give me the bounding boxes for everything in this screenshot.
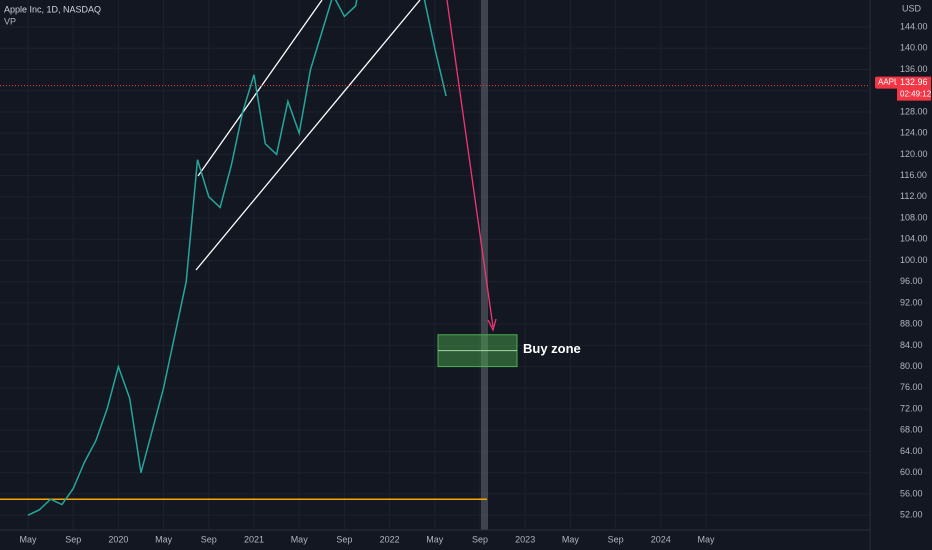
y-tick-label: 108.00 — [900, 212, 928, 222]
x-tick-label: 2023 — [515, 534, 535, 544]
arrow-head — [487, 318, 497, 332]
y-tick-label: 136.00 — [900, 64, 928, 74]
currency: USD — [902, 3, 922, 13]
x-tick-label: 2022 — [380, 534, 400, 544]
y-tick-label: 112.00 — [900, 191, 927, 201]
chart-title: Apple Inc, 1D, NASDAQ — [4, 4, 101, 14]
x-tick-label: May — [155, 534, 173, 544]
channel-line — [195, 0, 421, 271]
arrow — [446, 0, 494, 328]
y-tick-label: 64.00 — [900, 446, 923, 456]
y-tick-label: 104.00 — [900, 234, 928, 244]
y-tick-label: 128.00 — [900, 106, 928, 116]
x-tick-label: Sep — [472, 534, 488, 544]
x-tick-label: 2020 — [108, 534, 128, 544]
y-tick-label: 100.00 — [900, 255, 928, 265]
y-tick-label: 92.00 — [900, 297, 923, 307]
indicator: VP — [4, 16, 16, 26]
buy-zone-label: Buy zone — [523, 341, 581, 356]
y-tick-label: 52.00 — [900, 510, 923, 520]
x-tick-label: May — [291, 534, 309, 544]
channel-line — [197, 0, 323, 177]
x-tick-label: May — [426, 534, 444, 544]
x-tick-label: 2021 — [244, 534, 264, 544]
y-tick-label: 72.00 — [900, 403, 923, 413]
x-tick-label: May — [697, 534, 715, 544]
price-box — [897, 76, 931, 101]
y-tick-label: 124.00 — [900, 128, 928, 138]
y-tick-label: 88.00 — [900, 319, 923, 329]
x-tick-label: Sep — [336, 534, 352, 544]
x-tick-label: May — [562, 534, 580, 544]
symbol-tag: AAPL — [878, 78, 899, 87]
x-tick-label: Sep — [201, 534, 217, 544]
x-tick-label: May — [19, 534, 37, 544]
price-value: 132.96 — [900, 77, 928, 87]
y-tick-label: 56.00 — [900, 488, 923, 498]
y-tick-label: 144.00 — [900, 21, 928, 31]
y-tick-label: 76.00 — [900, 382, 923, 392]
y-tick-label: 60.00 — [900, 467, 923, 477]
price-line-series — [27, 0, 447, 516]
y-tick-label: 96.00 — [900, 276, 923, 286]
price-tag — [875, 76, 901, 89]
y-tick-label: 84.00 — [900, 340, 923, 350]
y-tick-label: 68.00 — [900, 425, 923, 435]
y-tick-label: 120.00 — [900, 149, 928, 159]
y-tick-label: 140.00 — [900, 43, 928, 53]
countdown: 02:49:12 — [900, 90, 932, 99]
y-tick-label: 80.00 — [900, 361, 923, 371]
x-tick-label: Sep — [608, 534, 624, 544]
x-tick-label: 2024 — [651, 534, 671, 544]
x-tick-label: Sep — [65, 534, 81, 544]
y-tick-label: 116.00 — [900, 170, 927, 180]
grid — [0, 0, 870, 530]
